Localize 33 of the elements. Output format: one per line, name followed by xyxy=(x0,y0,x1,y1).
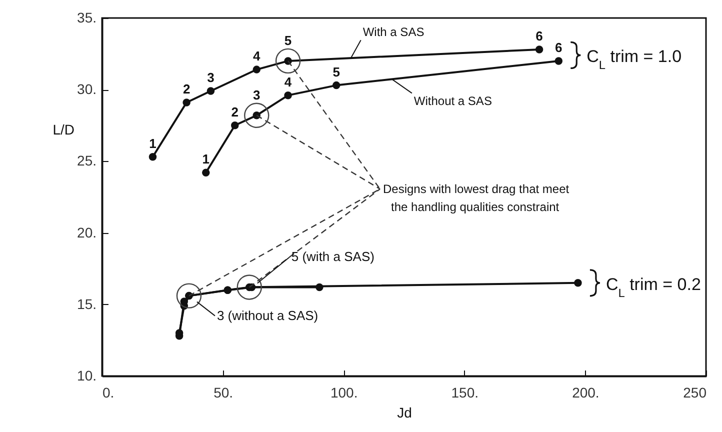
annotation: 4 xyxy=(284,74,292,90)
x-tick-label: 200. xyxy=(572,384,600,400)
annotation: 3 xyxy=(253,87,260,102)
annotation: 5 (with a SAS) xyxy=(291,249,374,264)
annotation: 1 xyxy=(149,136,156,151)
y-axis-title: L/D xyxy=(52,122,74,138)
annotation: 6 xyxy=(536,28,543,44)
y-tick-label: 30. xyxy=(77,81,96,98)
annotation: 2 xyxy=(182,81,190,96)
y-tick-label: 35. xyxy=(77,10,96,26)
x-tick-label: 250 xyxy=(683,384,707,400)
annotation: 2 xyxy=(231,104,238,120)
annotation: 1 xyxy=(202,152,210,167)
annotation: C$_{L}$ trim = 1.0 xyxy=(586,47,682,72)
y-tick-label: 25. xyxy=(77,152,96,169)
legend-label: Without a SAS xyxy=(414,94,492,108)
series-label: With a SAS xyxy=(362,25,424,40)
x-tick-label: 0. xyxy=(102,384,114,400)
annotation: Designs with lowest drag that meet the handling qualities constraint xyxy=(383,182,570,214)
y-tick-label: 10. xyxy=(77,368,96,384)
annotation: 4 xyxy=(253,48,262,64)
x-tick-label: 50. xyxy=(214,384,234,400)
x-tick-label: 100. xyxy=(330,384,358,400)
annotation: 3 (without a SAS) xyxy=(216,308,318,323)
annotation: 5 xyxy=(332,64,340,80)
annotation: C$_{L}$ trim = 0.2 xyxy=(606,274,701,300)
y-tick-label: 15. xyxy=(77,296,96,312)
y-tick-label: 20. xyxy=(77,224,96,240)
annotation: 6 xyxy=(555,40,562,55)
annotation: 5 xyxy=(284,32,292,48)
x-axis-title: Jd xyxy=(397,404,412,420)
annotation: 3 xyxy=(207,70,214,86)
x-tick-label: 150. xyxy=(451,384,479,400)
